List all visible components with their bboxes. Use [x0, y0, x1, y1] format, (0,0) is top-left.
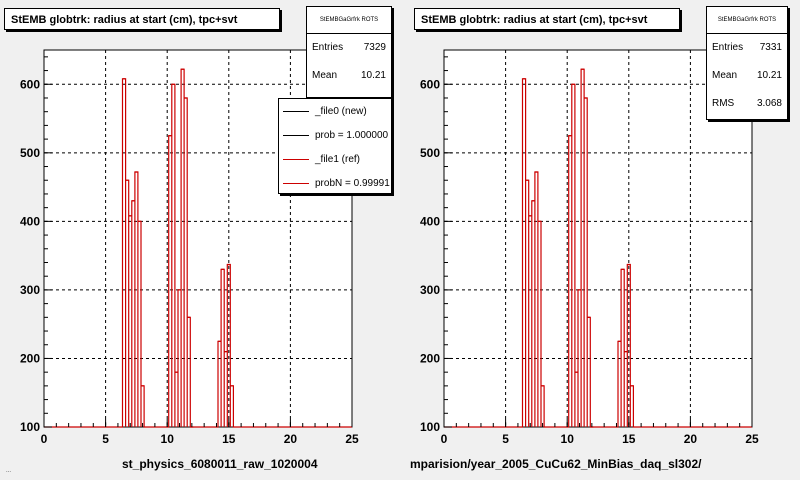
left-title: StEMB globtrk: radius at start (cm), tpc… — [4, 8, 280, 30]
y-tick-label: 500 — [20, 146, 40, 160]
x-tick-label: 10 — [561, 432, 575, 446]
right-entries-label: Entries — [712, 42, 744, 53]
legend-entry-prob: prob = 1.000000 — [279, 123, 391, 147]
histogram-series-line — [44, 68, 352, 428]
right-stats-rms: RMS 3.068 — [707, 90, 787, 118]
right-stats-mean: Mean 10.21 — [707, 62, 787, 90]
legend-line-icon — [283, 134, 309, 136]
y-tick-label: 400 — [420, 214, 440, 228]
left-stats-box: StEMBGaGrfrk ROTS Entries 7329 Mean 10.2… — [306, 6, 392, 98]
right-stats-box: StEMBGaGrfrk ROTS Entries 7331 Mean 10.2… — [706, 6, 788, 120]
left-mean-value: 10.21 — [360, 70, 386, 81]
x-tick-label: 25 — [745, 432, 759, 446]
left-title-text: StEMB globtrk: radius at start (cm), tpc… — [11, 14, 238, 26]
histogram-right: 0 5 10 15 20 25 100 200 300 400 500 600 — [420, 49, 759, 446]
legend-label: _file0 (new) — [315, 105, 367, 117]
y-tick-label: 200 — [420, 351, 440, 365]
right-rms-label: RMS — [712, 98, 735, 109]
x-tick-label: 5 — [102, 432, 109, 446]
legend-entry-file0: _file0 (new) — [279, 99, 391, 123]
y-tick-label: 600 — [20, 77, 40, 91]
left-entries-value: 7329 — [363, 42, 386, 53]
x-tick-label: 15 — [222, 432, 236, 446]
left-entries-label: Entries — [312, 42, 344, 53]
y-tick-label: 200 — [20, 351, 40, 365]
x-tick-label: 25 — [345, 432, 359, 446]
y-tick-label: 300 — [20, 283, 40, 297]
left-mean-label: Mean — [312, 70, 338, 81]
right-title-text: StEMB globtrk: radius at start (cm), tpc… — [421, 14, 648, 26]
left-stats-entries: Entries 7329 — [307, 34, 391, 62]
left-stats-name: StEMBGaGrfrk ROTS — [307, 7, 391, 34]
x-tick-label: 0 — [41, 432, 48, 446]
left-xlabel: st_physics_6080011_raw_1020004 — [122, 457, 318, 471]
right-title: StEMB globtrk: radius at start (cm), tpc… — [414, 8, 680, 30]
y-tick-label: 400 — [20, 214, 40, 228]
legend-entry-file1: _file1 (ref) — [279, 147, 391, 171]
x-tick-label: 5 — [502, 432, 509, 446]
legend-line-icon — [283, 158, 309, 160]
y-tick-label: 600 — [420, 77, 440, 91]
histogram-series-line — [444, 68, 752, 428]
left-legend: _file0 (new) prob = 1.000000 _file1 (ref… — [278, 98, 392, 194]
x-tick-label: 0 — [441, 432, 448, 446]
legend-label: probN = 0.99991 — [315, 177, 390, 189]
y-tick-label: 500 — [420, 146, 440, 160]
right-stats-name: StEMBGaGrfrk ROTS — [707, 7, 787, 34]
y-tick-label: 100 — [420, 420, 440, 434]
left-footer-tiny: ... — [6, 468, 12, 474]
right-entries-value: 7331 — [759, 42, 782, 53]
plot-frame — [443, 49, 753, 428]
x-tick-label: 20 — [684, 432, 698, 446]
left-stats-mean: Mean 10.21 — [307, 62, 391, 90]
legend-label: _file1 (ref) — [315, 153, 361, 165]
legend-entry-probn: probN = 0.99991 — [279, 171, 391, 193]
y-tick-label: 100 — [20, 420, 40, 434]
x-tick-label: 15 — [622, 432, 636, 446]
y-tick-label: 300 — [420, 283, 440, 297]
x-tick-label: 10 — [161, 432, 175, 446]
right-xlabel: mparision/year_2005_CuCu62_MinBias_daq_s… — [410, 457, 702, 471]
right-mean-label: Mean — [712, 70, 738, 81]
x-tick-label: 20 — [284, 432, 298, 446]
right-rms-value: 3.068 — [756, 98, 782, 109]
legend-line-icon — [283, 110, 309, 112]
legend-line-icon — [283, 182, 309, 184]
right-stats-entries: Entries 7331 — [707, 34, 787, 62]
legend-label: prob = 1.000000 — [315, 129, 389, 141]
right-mean-value: 10.21 — [756, 70, 782, 81]
